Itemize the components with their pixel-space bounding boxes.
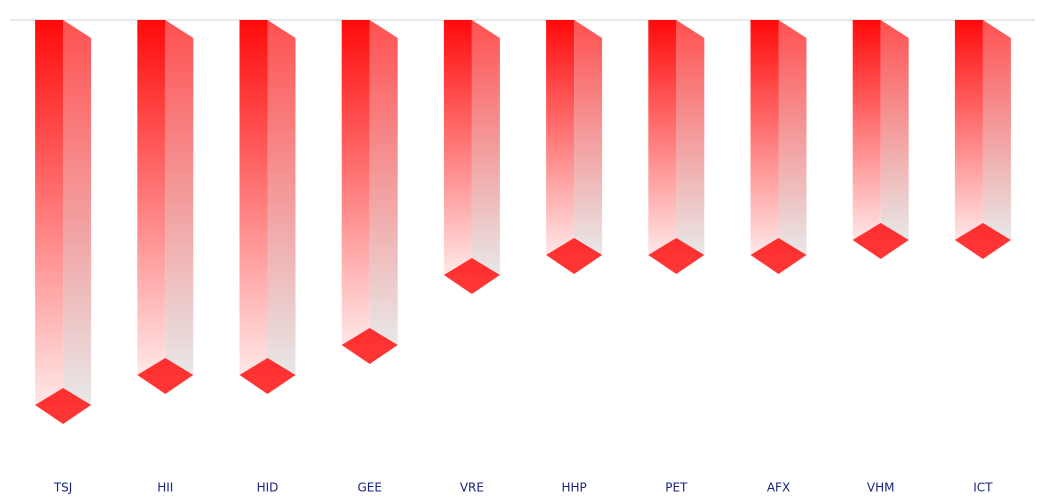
- bar-cap: [443, 258, 500, 294]
- bar: [546, 20, 575, 255]
- bar-side: [880, 20, 909, 240]
- bar: [852, 20, 881, 240]
- bar: [648, 20, 677, 255]
- bar-cap: [35, 388, 92, 424]
- bar-cap: [546, 238, 603, 274]
- x-tick-label: HID: [257, 481, 279, 495]
- x-tick-label: ICT: [973, 481, 993, 495]
- bar: [35, 20, 64, 405]
- bar-side: [778, 20, 807, 255]
- bar: [443, 20, 472, 275]
- x-tick-label: HHP: [561, 481, 586, 495]
- x-tick-label: AFX: [767, 481, 790, 495]
- bar-side: [165, 20, 194, 375]
- bar-cap: [852, 223, 909, 259]
- bar-side: [574, 20, 603, 255]
- x-tick-label: PET: [665, 481, 688, 495]
- bar-cap: [648, 238, 705, 274]
- bar-cap: [239, 358, 296, 394]
- bar: [954, 20, 983, 240]
- bar: [750, 20, 779, 255]
- bar-side: [676, 20, 705, 255]
- bar-cap: [954, 223, 1011, 259]
- bar-cap: [750, 238, 807, 274]
- bar-side: [267, 20, 296, 375]
- bar-side: [982, 20, 1011, 240]
- x-tick-label: GEE: [357, 481, 381, 495]
- bar: [239, 20, 268, 375]
- bar-cap: [137, 358, 194, 394]
- bar-side: [63, 20, 92, 405]
- bar: [137, 20, 166, 375]
- x-tick-label: HII: [157, 481, 173, 495]
- bar-cap: [341, 328, 398, 364]
- x-tick-label: VRE: [460, 481, 484, 495]
- x-tick-label: TSJ: [53, 481, 73, 495]
- bar: [341, 20, 370, 345]
- bar-side: [369, 20, 398, 345]
- bar-side: [471, 20, 500, 275]
- x-tick-label: VHM: [867, 481, 895, 495]
